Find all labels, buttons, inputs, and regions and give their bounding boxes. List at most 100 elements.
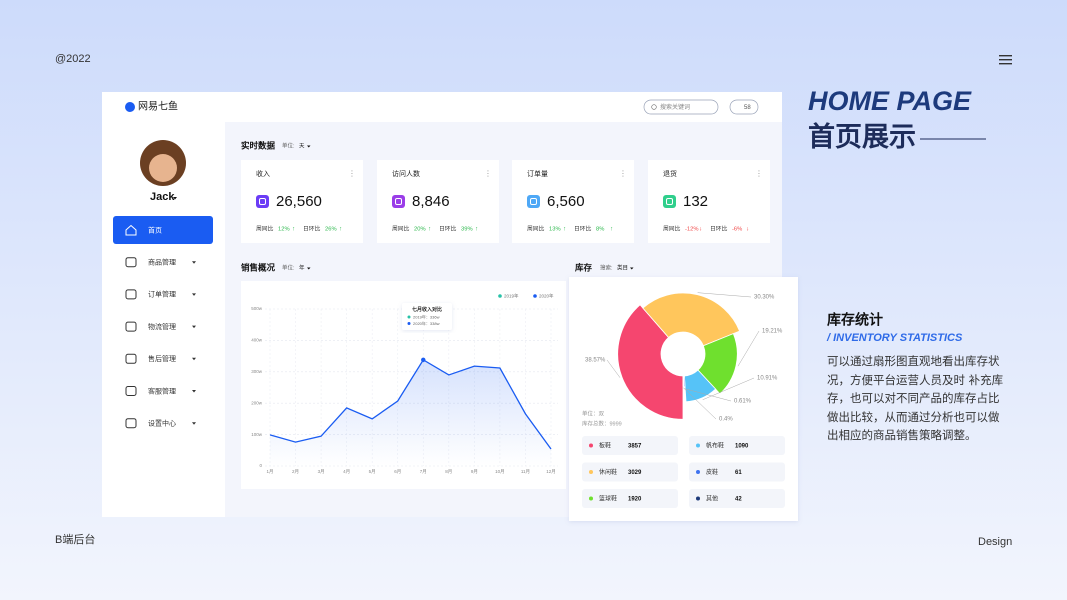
filter-label: 搜索: [600,263,613,271]
trend-label: 日环比 [303,225,321,233]
legend-count: 1920 [628,497,642,503]
menu-item[interactable]: 物流管理 [148,322,176,331]
percent-label: 0.61% [734,399,752,405]
card-title: 收入 [256,169,270,178]
legend-dot [533,294,537,298]
card-icon-inner [666,198,673,205]
menu-item[interactable]: 商品管理 [148,258,176,267]
trend-arrow: ↑ [610,227,613,233]
card-title: 访问人数 [392,169,420,178]
legend-dot [589,496,593,501]
x-tick-label: 10月 [495,469,505,475]
menu-icon [125,224,137,236]
percent-label: 19.21% [762,329,783,335]
legend-pill [582,462,678,482]
caret [630,267,634,270]
card-icon [256,195,269,208]
tooltip-dot [407,322,411,325]
logo: 网易七鱼 [138,100,178,113]
total-text: 库存总数：9999 [582,419,622,427]
pie-hole [661,332,705,376]
y-tick-label: 200w [251,400,263,405]
legend-pill [582,436,678,455]
leader-line [683,387,717,420]
menu-item[interactable]: 设置中心 [148,419,176,428]
title-en: HOME PAGE [808,86,972,116]
section-title: 库存统计 [827,312,883,328]
x-tick-label: 9月 [471,469,478,475]
more-dots: ⋮ [484,169,492,178]
menu-item[interactable]: 售后管理 [148,354,176,363]
trend-arrow: ↓ [699,227,702,233]
trend-label: 日环比 [439,225,457,233]
section-title: 实时数据 [241,140,276,150]
menu-icon [125,353,137,364]
menu-caret [192,390,196,393]
legend-label: 2020年 [539,293,554,300]
trend-arrow: ↑ [475,227,478,233]
trend-value: 20% [414,227,426,233]
year: @2022 [55,53,91,65]
leader-line [684,388,732,402]
trend-arrow: ↑ [339,227,342,233]
card-value: 8,846 [412,193,450,210]
card-value: 26,560 [276,193,322,210]
notify-button[interactable] [729,99,759,115]
section-title: 库存 [575,262,593,272]
legend-name: 板鞋 [599,442,611,450]
x-tick-label: 8月 [445,469,452,475]
menu-icon [125,321,137,332]
y-tick-label: 300w [251,369,263,374]
unit: 天 [299,142,305,149]
legend-dot [696,496,700,501]
legend-dot [498,294,502,298]
trend-value: 39% [461,227,473,233]
leader-line [702,377,755,400]
active-menu[interactable] [113,216,213,244]
x-tick-label: 2月 [292,469,299,475]
percent-label: 10.91% [757,376,778,382]
y-tick-label: 400w [251,338,263,343]
menu-item[interactable]: 首页 [148,225,162,234]
pie-slice [682,375,685,387]
percent-label: 30.30% [754,295,775,301]
trend-label: 周同比 [663,225,681,233]
caret [173,197,177,200]
legend-dot [589,443,593,448]
menu-caret [192,422,196,425]
search-box[interactable] [643,99,719,115]
legend-name: 其他 [706,495,718,503]
x-tick-label: 3月 [318,469,325,475]
legend-count: 42 [735,497,742,503]
x-tick-label: 6月 [394,469,401,475]
card-icon-inner [259,198,266,205]
line-area [270,359,551,466]
tooltip [402,303,452,330]
legend-pill [582,489,678,508]
menu-item[interactable]: 客服管理 [148,386,176,395]
legend-name: 帆布鞋 [706,442,724,450]
card-icon-inner [395,198,402,205]
filter: 类目 [617,263,628,271]
trend-arrow: ↑ [428,227,431,233]
x-tick-label: 5月 [369,469,376,475]
trend-value: -6% [732,227,742,233]
legend-name: 皮鞋 [706,468,718,476]
legend-dot [696,443,700,448]
trend-label: 日环比 [574,225,592,233]
card-value: 132 [683,193,708,210]
avatar-face [149,154,177,182]
description: 可以通过扇形图直观地看出库存状况，方便平台运营人员及时 补充库存，也可以对不同产… [827,354,1004,442]
hamburger[interactable] [999,55,1012,65]
more-dots: ⋮ [619,169,627,178]
menu-item[interactable]: 订单管理 [148,290,176,299]
user-name: Jack [150,191,175,203]
unit: 年 [299,263,305,271]
leader-line [697,292,752,298]
title-cn: 首页展示 [808,121,916,152]
section-subtitle: / INVENTORY STATISTICS [826,332,963,344]
trend-label: 日环比 [710,225,728,233]
y-tick-label: 100w [251,432,263,437]
tooltip-title: 七月收入对比 [412,306,442,313]
legend-pill [689,462,785,482]
